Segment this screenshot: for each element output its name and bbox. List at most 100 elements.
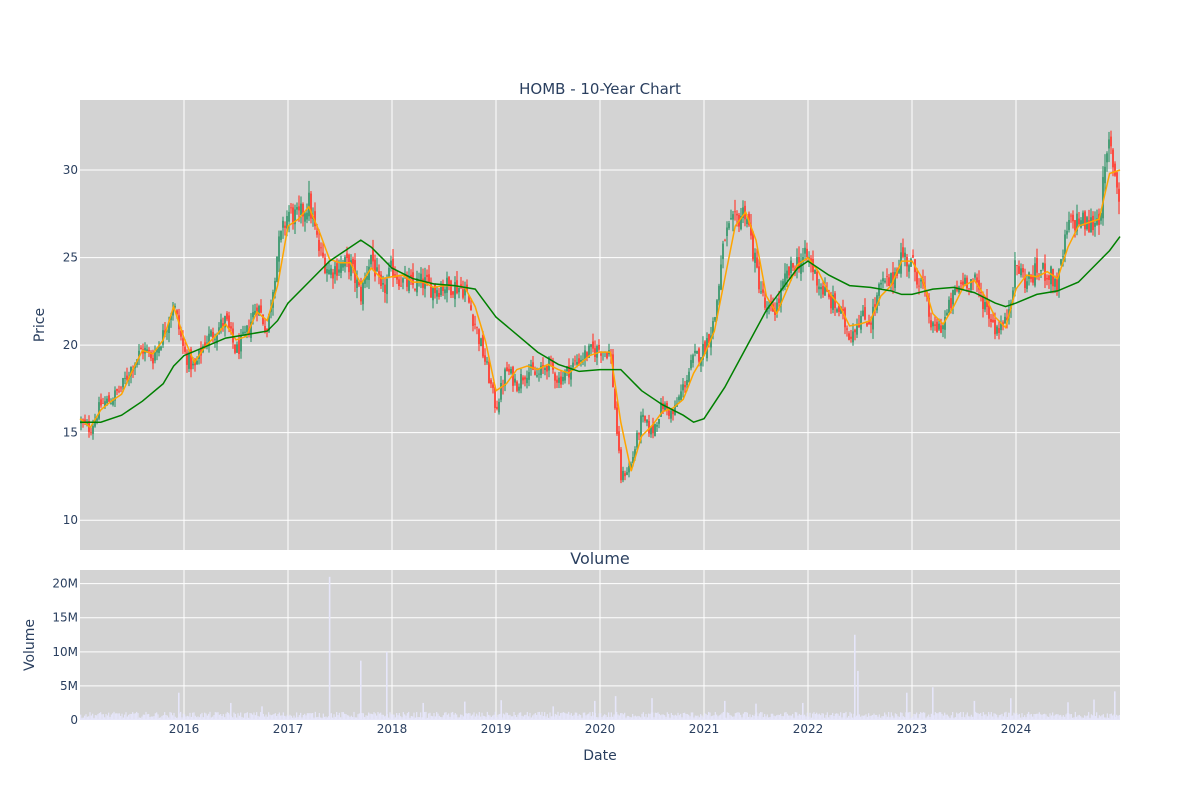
volume-bar [502,713,504,720]
candle-body [916,272,918,285]
volume-bar [600,713,602,720]
volume-bar [697,715,699,720]
volume-bar [576,712,578,720]
volume-bar [777,714,779,720]
candle-body [434,284,436,294]
volume-bar [458,717,460,720]
volume-bar [125,712,127,720]
candle-body [880,282,882,285]
volume-bar [692,712,694,720]
volume-bar [996,714,998,720]
candle-body [662,403,664,409]
volume-bar [149,716,151,720]
volume-bar [748,716,750,720]
volume-bar [1094,716,1096,720]
candle-body [176,310,178,315]
candle-body [426,274,428,277]
candle-body [982,296,984,310]
candle-body [1112,149,1114,168]
volume-bar [166,715,168,720]
volume-bar [189,712,191,720]
candle-body [640,415,642,438]
volume-bar [784,712,786,720]
volume-bar [698,717,700,720]
volume-bar [766,714,768,720]
volume-bar [888,712,890,720]
volume-bar [381,714,383,720]
volume-bar [312,713,314,720]
volume-bar [789,715,791,720]
volume-spike-bar [422,702,424,720]
volume-bar [780,713,782,720]
volume-bar [736,712,738,720]
volume-bar [140,717,142,720]
volume-bar [829,715,831,720]
volume-bar [346,715,348,720]
candle-body [712,321,714,336]
volume-bar [742,713,744,720]
candle-body [1072,214,1074,222]
volume-bar [716,714,718,720]
volume-bar [753,715,755,720]
volume-bar [1005,711,1007,720]
volume-bar [810,717,812,720]
candle-body [990,318,992,323]
candle-body [754,252,756,263]
volume-bar [496,717,498,720]
volume-bar [864,715,866,720]
candle-body [180,330,182,337]
volume-bar [361,712,363,720]
volume-bar [296,712,298,720]
candle-body [846,328,848,330]
candle-body [220,319,222,328]
volume-bar [737,712,739,720]
volume-bar [549,712,551,720]
candle-body [336,263,338,276]
volume-bar [316,717,318,720]
volume-bar [844,713,846,720]
volume-bar [741,717,743,720]
candle-body [1100,212,1102,221]
candle-body [856,325,858,335]
candle-body [946,312,948,316]
volume-y-tick-label: 0 [70,713,78,727]
volume-bar [532,715,534,720]
candle-body [758,266,760,290]
volume-bar [764,714,766,720]
candle-body [1110,136,1112,147]
volume-bar [206,715,208,720]
volume-bar [976,712,978,720]
volume-bar [605,715,607,720]
volume-bar [933,715,935,720]
candle-body [316,230,318,235]
candle-body [836,309,838,312]
candle-body [814,269,816,274]
candle-body [280,231,282,240]
volume-bar [1064,716,1066,720]
volume-bar [258,716,260,720]
volume-bar [573,714,575,720]
volume-bar [672,714,674,720]
candle-body [1032,275,1034,283]
volume-bar [1074,711,1076,720]
volume-bar [174,716,176,720]
volume-bar [321,717,323,720]
candle-body [562,376,564,382]
candle-body [596,346,598,358]
volume-bar [677,712,679,720]
volume-bar [89,712,91,720]
candle-body [290,207,292,209]
volume-bar [466,713,468,720]
volume-bar [1032,716,1034,720]
volume-bar [482,715,484,720]
volume-bar [117,713,119,720]
volume-bar [396,713,398,720]
volume-bar [394,717,396,720]
candle-body [1026,281,1028,289]
candle-body [458,287,460,293]
candle-body [1030,275,1032,279]
volume-bar [1106,713,1108,720]
volume-bar [1012,715,1014,720]
volume-bar [974,711,976,720]
volume-bar [904,717,906,720]
